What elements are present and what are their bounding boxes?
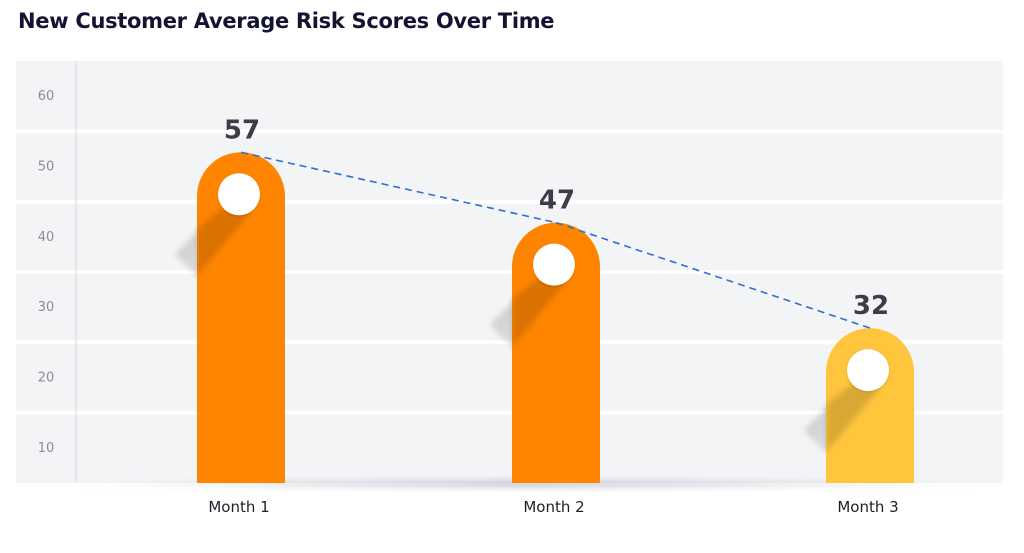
data-label: 47 bbox=[539, 186, 575, 216]
bar-inner-shadow bbox=[826, 384, 880, 453]
labels: Month 1 57 Month 2 47 Month 3 32 bbox=[208, 115, 898, 516]
trendline-group bbox=[240, 151, 871, 329]
x-tick-label: Month 3 bbox=[837, 498, 898, 516]
bar-inner-shadow bbox=[512, 278, 566, 347]
chart-title: New Customer Average Risk Scores Over Ti… bbox=[18, 9, 555, 33]
data-label: 32 bbox=[853, 291, 889, 321]
data-label: 57 bbox=[224, 115, 260, 145]
y-tick-label: 10 bbox=[38, 441, 55, 456]
y-tick-label: 20 bbox=[38, 371, 55, 386]
bars bbox=[69, 152, 990, 488]
x-tick-label: Month 1 bbox=[208, 498, 269, 516]
y-tick-label: 50 bbox=[38, 160, 55, 175]
x-tick-label: Month 2 bbox=[523, 498, 584, 516]
baseline-shadow bbox=[69, 480, 990, 488]
bar-marker bbox=[533, 243, 575, 286]
y-tick-label: 60 bbox=[38, 89, 55, 104]
y-tick-label: 40 bbox=[38, 230, 55, 245]
grid-band bbox=[16, 61, 1003, 130]
bar-inner-shadow bbox=[197, 208, 251, 277]
y-tick-label: 30 bbox=[38, 300, 55, 315]
trendline-segment bbox=[555, 221, 871, 329]
trendline-segment bbox=[240, 151, 557, 224]
y-axis: 10 20 30 40 50 60 bbox=[38, 61, 77, 483]
bar-marker bbox=[218, 173, 260, 216]
grid-band bbox=[16, 203, 1003, 270]
bar-marker bbox=[847, 349, 889, 392]
grid-band bbox=[16, 133, 1003, 200]
